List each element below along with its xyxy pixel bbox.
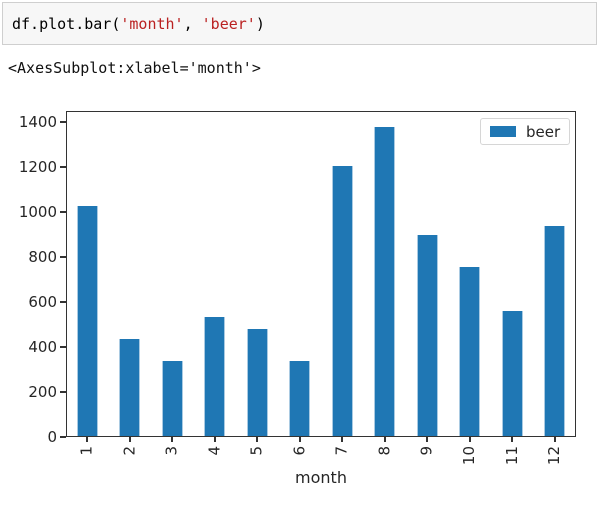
x-tick-label-month-5: 5	[247, 446, 266, 456]
bar-month-7	[331, 165, 353, 437]
y-tick-label: 0	[47, 428, 57, 446]
bar-month-2	[119, 339, 141, 437]
x-tick-mark	[426, 437, 429, 442]
y-tick-label: 1400	[18, 113, 57, 132]
x-tick-mark	[171, 437, 174, 442]
x-tick-mark	[553, 437, 556, 442]
y-tick-mark	[60, 436, 66, 438]
y-tick-mark	[60, 121, 66, 124]
bar-month-11	[501, 311, 523, 437]
y-tick-label: 800	[28, 248, 57, 266]
legend-label-beer: beer	[526, 122, 561, 141]
x-tick-label-month-1: 1	[77, 446, 96, 456]
bar-month-6	[289, 360, 311, 437]
x-tick-label-month-7: 7	[332, 446, 351, 456]
x-tick-mark	[341, 437, 344, 442]
code-text: ,	[183, 14, 202, 33]
chart-axes	[66, 111, 576, 437]
x-tick-label-month-12: 12	[545, 446, 564, 466]
y-tick-mark	[60, 301, 66, 303]
bar-month-3	[161, 360, 183, 437]
x-tick-mark	[511, 437, 514, 442]
cell-output-repr: <AxesSubplot:xlabel='month'>	[8, 59, 261, 77]
x-tick-mark	[468, 437, 471, 442]
y-tick-mark	[60, 391, 66, 393]
x-axis-title: month	[295, 468, 347, 487]
x-tick-label-month-8: 8	[375, 446, 394, 456]
y-tick-label: 1000	[18, 203, 57, 222]
x-tick-label-month-9: 9	[417, 446, 436, 456]
x-tick-mark	[128, 437, 131, 442]
bar-month-4	[204, 316, 226, 437]
x-tick-label-month-6: 6	[290, 446, 309, 456]
chart-legend: beer	[480, 118, 571, 145]
x-tick-mark	[86, 437, 89, 442]
x-tick-mark	[256, 437, 259, 442]
bar-month-12	[544, 225, 566, 437]
y-tick-label: 600	[28, 293, 57, 311]
bar-month-10	[459, 267, 481, 437]
code-string-literal: 'beer'	[201, 14, 256, 33]
y-tick-mark	[60, 211, 66, 214]
y-tick-mark	[60, 166, 66, 169]
code-cell-input[interactable]: df.plot.bar('month', 'beer')	[2, 2, 597, 45]
x-tick-label-month-11: 11	[502, 446, 521, 466]
x-tick-mark	[298, 437, 301, 442]
bar-month-1	[76, 206, 98, 437]
legend-swatch-beer	[490, 126, 516, 137]
code-string-literal: 'month'	[120, 14, 184, 33]
bar-month-5	[246, 329, 268, 437]
x-tick-mark	[383, 437, 386, 442]
y-tick-mark	[60, 256, 66, 258]
x-tick-label-month-10: 10	[460, 446, 479, 466]
y-tick-mark	[60, 346, 66, 348]
x-tick-label-month-4: 4	[205, 446, 224, 456]
bar-month-8	[374, 126, 396, 437]
code-text: df.plot.bar(	[12, 14, 121, 33]
x-tick-mark	[213, 437, 216, 442]
y-tick-label: 1200	[18, 158, 57, 177]
code-line: df.plot.bar('month', 'beer')	[12, 15, 265, 33]
bar-month-9	[416, 234, 438, 437]
y-tick-label: 200	[28, 383, 57, 401]
x-tick-label-month-3: 3	[162, 446, 181, 456]
x-tick-label-month-2: 2	[120, 446, 139, 456]
y-tick-label: 400	[28, 338, 57, 356]
code-text: )	[255, 14, 265, 33]
